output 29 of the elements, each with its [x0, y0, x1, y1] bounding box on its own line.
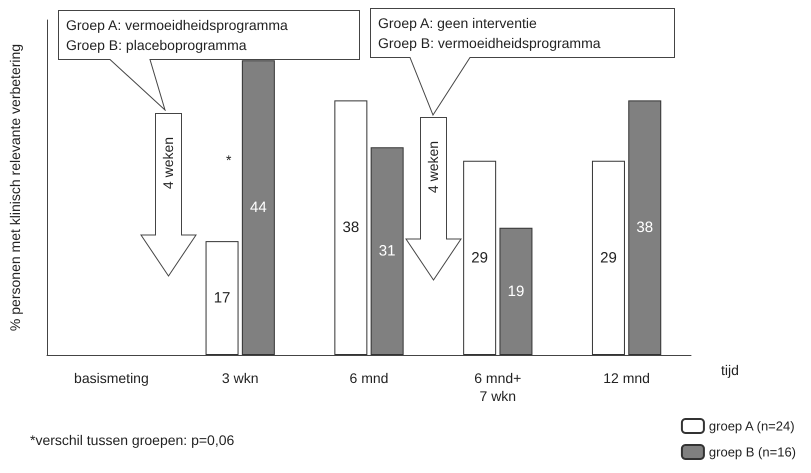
bar	[499, 228, 532, 355]
legend-label: groep A (n=24)	[708, 418, 795, 434]
x-tick-label: 3 wkn	[222, 370, 258, 386]
text: Groep A: vermoeidheidsprogramma Groep B: placeboprogramma	[66, 16, 288, 55]
data-label: 44	[250, 199, 267, 216]
bar	[628, 100, 662, 355]
annotation: *	[226, 151, 232, 170]
y-axis-title: % personen met klinisch relevante verbetering	[7, 44, 23, 332]
data-label: 38	[342, 219, 360, 236]
x-tick-label: 12 mnd	[603, 370, 650, 386]
data-label: 38	[636, 219, 654, 236]
data-label: 29	[471, 249, 488, 266]
x-tick-label: 6 mnd+ 7 wkn	[474, 370, 522, 404]
x-axis-title: tijd	[721, 362, 739, 378]
bar	[206, 241, 239, 355]
text: Groep A: geen interventie Groep B: vermoeidheidsprogramma	[378, 14, 601, 53]
x-tick-label: 6 mnd	[350, 370, 388, 386]
bar	[242, 60, 275, 355]
x-tick-label: basismeting	[74, 370, 149, 386]
annotation: 4 weken	[159, 136, 177, 190]
bar	[592, 160, 625, 355]
legend-label: groep B (n=16)	[708, 444, 796, 460]
data-label: 19	[508, 282, 524, 300]
data-label: 29	[600, 249, 617, 266]
annotation: 4 weken	[424, 140, 442, 194]
bar	[334, 100, 368, 355]
text: *verschil tussen groepen: p=0,06	[30, 431, 234, 450]
data-label: 17	[214, 290, 230, 307]
data-label: 31	[378, 242, 396, 260]
